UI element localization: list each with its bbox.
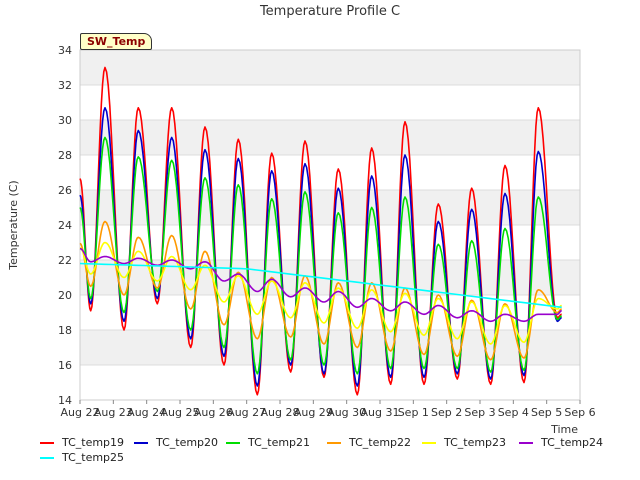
x-tick-label: Sep 1 [398, 406, 429, 419]
series-line-TC_temp23 [79, 241, 563, 345]
y-tick-label: 32 [58, 79, 72, 92]
legend-label: TC_temp19 [62, 436, 125, 449]
legend-swatch [40, 441, 54, 444]
legend-item-TC_temp23: TC_temp23 [422, 436, 506, 449]
legend-label: TC_temp25 [62, 451, 125, 464]
y-tick-label: 28 [58, 149, 72, 162]
x-tick-label: Aug 28 [261, 406, 300, 419]
x-tick-label: Sep 3 [464, 406, 495, 419]
y-tick-label: 16 [58, 359, 72, 372]
x-tick-label: Aug 23 [94, 406, 133, 419]
grid-band [80, 330, 580, 365]
x-tick-label: Aug 24 [127, 406, 166, 419]
series-line-TC_temp20 [79, 107, 563, 387]
x-tick-label: Sep 5 [531, 406, 562, 419]
y-tick-label: 30 [58, 114, 72, 127]
x-tick-label: Sep 6 [564, 406, 595, 419]
x-tick-label: Sep 4 [498, 406, 529, 419]
legend-swatch [519, 441, 533, 444]
legend-item-TC_temp21: TC_temp21 [226, 436, 310, 449]
legend-item-TC_temp20: TC_temp20 [134, 436, 218, 449]
plot-border [79, 49, 581, 401]
x-tick-label: Aug 22 [61, 406, 100, 419]
legend-label: TC_temp20 [156, 436, 219, 449]
y-tick-label: 34 [58, 44, 72, 57]
x-tick-label: Aug 30 [327, 406, 366, 419]
x-axis-label: Time [550, 423, 578, 436]
grid-band [80, 120, 580, 155]
series-line-TC_temp19 [79, 66, 563, 396]
x-tick-label: Aug 25 [161, 406, 200, 419]
legend-label: TC_temp24 [541, 436, 604, 449]
y-axis-label: Temperature (C) [7, 180, 20, 270]
x-tick-label: Aug 29 [294, 406, 333, 419]
chart-title: Temperature Profile C [259, 4, 400, 19]
x-tick-label: Sep 2 [431, 406, 462, 419]
sw-temp-badge: SW_Temp [80, 33, 153, 50]
y-tick-label: 18 [58, 324, 72, 337]
x-tick-label: Aug 31 [361, 406, 400, 419]
series-line-TC_temp22 [79, 220, 563, 361]
legend-label: TC_temp22 [349, 436, 412, 449]
legend-swatch [134, 441, 148, 444]
legend-item-TC_temp25: TC_temp25 [40, 451, 124, 464]
x-tick-label: Aug 27 [227, 406, 266, 419]
series-line-TC_temp25 [79, 262, 562, 309]
legend-swatch [226, 441, 240, 444]
y-tick-label: 22 [58, 254, 72, 267]
legend-item-TC_temp24: TC_temp24 [519, 436, 603, 449]
legend-swatch [422, 441, 436, 444]
legend-label: TC_temp23 [444, 436, 507, 449]
legend-item-TC_temp19: TC_temp19 [40, 436, 124, 449]
legend-swatch [40, 456, 54, 459]
x-tick-label: Aug 26 [194, 406, 233, 419]
y-tick-label: 14 [58, 394, 72, 407]
legend-label: TC_temp21 [248, 436, 311, 449]
legend-item-TC_temp22: TC_temp22 [327, 436, 411, 449]
legend-swatch [327, 441, 341, 444]
y-tick-label: 20 [58, 289, 72, 302]
y-tick-label: 26 [58, 184, 72, 197]
series-line-TC_temp21 [79, 136, 563, 375]
grid-band [80, 50, 580, 85]
y-tick-label: 24 [58, 219, 72, 232]
